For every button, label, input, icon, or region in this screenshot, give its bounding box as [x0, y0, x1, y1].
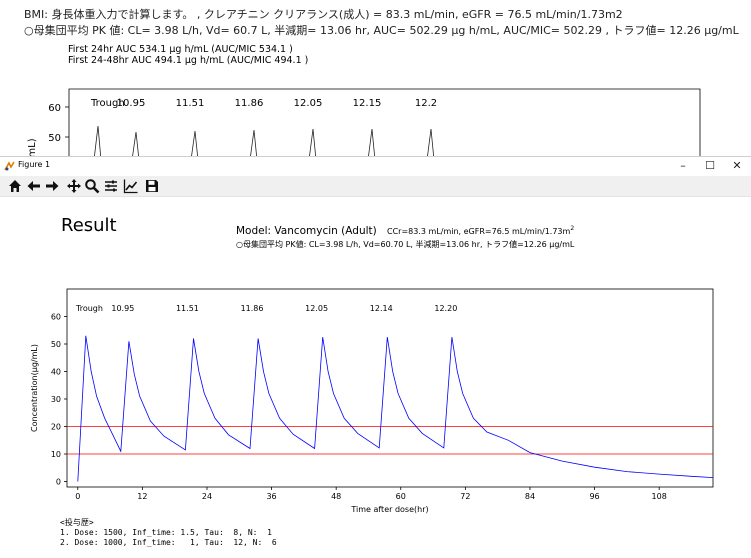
y-axis-label: Concentration(μg/mL)	[30, 344, 39, 432]
x-tick-label-12: 12	[137, 492, 147, 501]
home-icon[interactable]	[7, 178, 23, 194]
bg-plot-frame	[68, 88, 701, 160]
chart-title: Result	[61, 215, 117, 236]
clearance-label-sup: 2	[570, 225, 574, 232]
pk-info-line: ○母集団平均 PK 値: CL= 3.98 L/h, Vd= 60.7 L, 半…	[24, 24, 739, 37]
x-tick-label-72: 72	[460, 492, 470, 501]
bg-trough-value-6: 12.2	[415, 98, 437, 109]
trough-value-2: 11.51	[176, 304, 199, 313]
x-tick-label-84: 84	[525, 492, 535, 501]
bg-trough-value-1: 10.95	[117, 98, 146, 109]
plot-frame	[66, 288, 714, 488]
x-tick-label-0: 0	[75, 492, 80, 501]
trough-value-1: 10.95	[111, 304, 134, 313]
window-title: Figure 1	[18, 160, 51, 169]
app-logo-icon	[4, 161, 15, 171]
x-tick-label-36: 36	[266, 492, 276, 501]
edit-axis-icon[interactable]	[123, 178, 139, 194]
trough-label: Trough	[75, 304, 103, 313]
trough-value-5: 12.14	[370, 304, 393, 313]
y-tick-label-60: 60	[51, 313, 61, 322]
concentration-curve-1	[77, 335, 714, 482]
bg-trough-value-2: 11.51	[176, 98, 205, 109]
bg-peak-3	[190, 130, 199, 160]
forward-arrow-icon[interactable]	[44, 178, 60, 194]
dose-history-header: <投与歴>	[60, 518, 94, 527]
x-tick-label-108: 108	[652, 492, 667, 501]
x-tick-label-60: 60	[396, 492, 406, 501]
bg-y-tick-label-60: 60	[48, 103, 61, 114]
x-axis-label: Time after dose(hr)	[350, 505, 428, 514]
auc-24hr-line: First 24hr AUC 534.1 μg h/mL (AUC/MIC 53…	[68, 44, 293, 55]
bg-peak-4	[249, 129, 258, 160]
bg-peak-1	[93, 125, 102, 160]
bg-y-tick-label-50: 50	[48, 133, 61, 144]
y-tick-label-0: 0	[56, 478, 61, 487]
y-tick-label-50: 50	[51, 340, 61, 349]
y-tick-label-40: 40	[51, 368, 61, 377]
trough-value-4: 12.05	[305, 304, 328, 313]
back-arrow-icon[interactable]	[26, 178, 42, 194]
bg-peak-7	[426, 128, 435, 160]
clearance-label: CCr=83.3 mL/min, eGFR=76.5 mL/min/1.73m2	[387, 225, 574, 236]
configure-subplots-icon[interactable]	[103, 178, 119, 194]
trough-value-3: 11.86	[241, 304, 264, 313]
dose-history-line-1: 1. Dose: 1500, Inf_time: 1.5, Tau: 8, N:…	[60, 528, 272, 537]
bg-y-axis-label: mL)	[27, 138, 38, 157]
x-tick-label-96: 96	[589, 492, 599, 501]
trough-value-6: 12.20	[434, 304, 457, 313]
bg-trough-value-3: 11.86	[235, 98, 264, 109]
close-button[interactable]: ✕	[732, 159, 742, 172]
x-tick-label-48: 48	[331, 492, 341, 501]
maximize-button[interactable]: ☐	[705, 159, 715, 172]
dose-history: <投与歴> 1. Dose: 1500, Inf_time: 1.5, Tau: …	[60, 518, 277, 548]
dose-history-line-2: 2. Dose: 1000, Inf_time: 1, Tau: 12, N: …	[60, 538, 277, 547]
minimize-button[interactable]: –	[680, 159, 686, 172]
pan-icon[interactable]	[66, 178, 82, 194]
bg-trough-label: Trough	[90, 98, 125, 109]
pk-summary-label: ○母集団平均 PK値: CL=3.98 L/h, Vd=60.70 L, 半減期…	[236, 239, 575, 249]
navigation-toolbar	[0, 176, 751, 197]
bmi-info-line: BMI: 身長体重入力で計算します。 , クレアチニン クリアランス(成人) =…	[24, 8, 623, 21]
x-tick-label-24: 24	[202, 492, 212, 501]
zoom-icon[interactable]	[84, 178, 100, 194]
y-tick-label-30: 30	[51, 395, 61, 404]
window-titlebar[interactable]: Figure 1 – ☐ ✕	[0, 157, 751, 175]
bg-peak-6	[367, 128, 376, 160]
bg-trough-value-5: 12.15	[353, 98, 382, 109]
save-icon[interactable]	[144, 178, 160, 194]
bg-peak-5	[308, 128, 317, 160]
y-tick-label-20: 20	[51, 423, 61, 432]
bg-peak-2	[131, 131, 140, 160]
auc-24-48hr-line: First 24-48hr AUC 494.1 μg h/mL (AUC/MIC…	[68, 55, 309, 66]
model-label: Model: Vancomycin (Adult)	[236, 225, 377, 237]
bg-trough-value-4: 12.05	[294, 98, 323, 109]
y-tick-label-10: 10	[51, 450, 61, 459]
